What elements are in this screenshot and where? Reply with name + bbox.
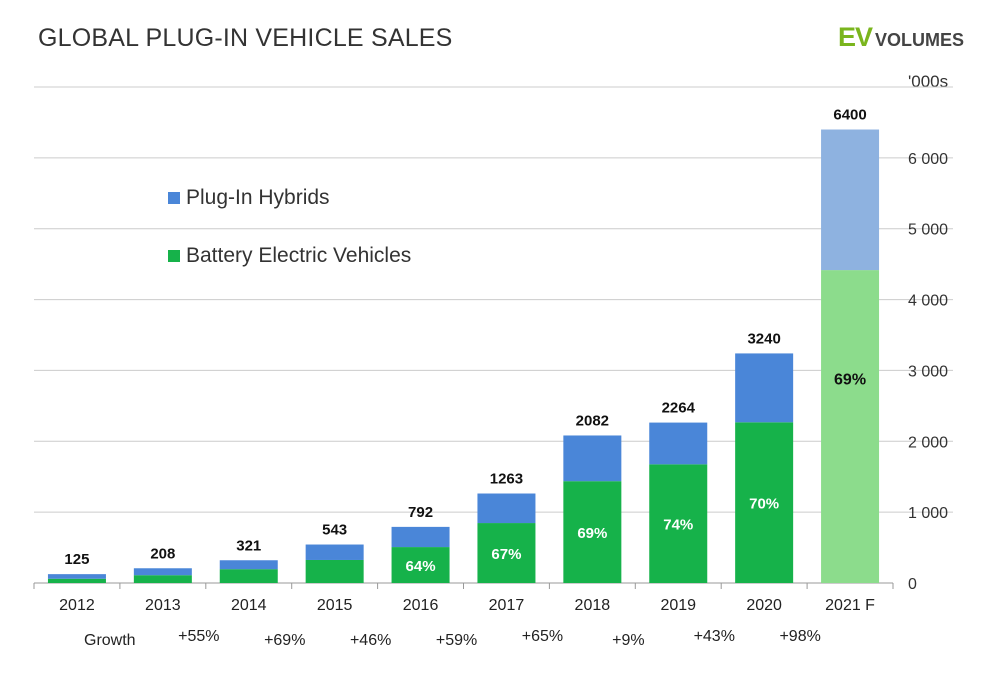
bar-total-label: 1263	[490, 471, 523, 488]
bar-phev	[305, 544, 364, 560]
bar-bev-share-label: 69%	[577, 525, 607, 542]
bar-bev-share-label: 69%	[834, 372, 866, 389]
ev-volumes-logo: EV VOLUMES	[838, 22, 964, 53]
legend-label-phev: Plug-In Hybrids	[186, 186, 330, 209]
y-tick-label: 2 000	[908, 434, 948, 451]
y-tick-label: 4 000	[908, 293, 948, 310]
bar-phev	[649, 422, 708, 465]
bar-bev	[133, 575, 192, 583]
growth-value: +55%	[178, 628, 220, 645]
bar-total-label: 321	[236, 537, 261, 554]
growth-value: +9%	[612, 632, 645, 649]
bar-bev	[563, 481, 622, 583]
legend-swatch-bev	[168, 250, 180, 262]
bar-total-label: 2082	[576, 412, 609, 429]
logo-volumes-text: VOLUMES	[875, 30, 965, 50]
bar-total-label: 6400	[833, 107, 866, 124]
x-tick-label: 2017	[489, 597, 525, 614]
bar-bev-share-label: 67%	[491, 546, 521, 563]
y-tick-label: 5 000	[908, 222, 948, 239]
bar-bev	[219, 569, 278, 583]
logo-ev-text: EV	[838, 22, 873, 52]
bar-phev	[477, 493, 536, 524]
growth-value: +65%	[521, 628, 564, 645]
bar-bev	[305, 559, 364, 583]
y-tick-label: 6 000	[908, 151, 948, 168]
bar-total-label: 3240	[747, 330, 780, 347]
x-tick-label: 2013	[145, 597, 181, 614]
bar-phev	[821, 129, 880, 271]
bar-phev	[133, 568, 192, 576]
x-tick-label: 2021 F	[825, 597, 875, 614]
bar-bev-share-label: 70%	[749, 496, 779, 513]
bar-bev	[47, 578, 106, 583]
x-tick-label: 2020	[746, 597, 782, 614]
bar-phev	[47, 574, 106, 579]
x-tick-label: 2015	[317, 597, 353, 614]
bar-bev	[391, 547, 450, 583]
x-tick-label: 2016	[403, 597, 439, 614]
chart-title: GLOBAL PLUG-IN VEHICLE SALES	[38, 24, 453, 52]
bar-phev	[735, 353, 794, 423]
legend-swatch-phev	[168, 192, 180, 204]
bar-bev	[477, 523, 536, 583]
bar-total-label: 2264	[662, 400, 696, 417]
growth-value: +98%	[779, 628, 821, 645]
growth-value: +59%	[435, 632, 478, 649]
growth-value: +46%	[349, 632, 392, 649]
x-tick-label: 2019	[660, 597, 696, 614]
growth-row-title: Growth	[84, 632, 136, 649]
legend-item-battery-electric: Battery Electric Vehicles	[168, 244, 411, 268]
bar-total-label: 208	[150, 545, 175, 562]
bar-total-label: 125	[64, 551, 89, 568]
legend-label-bev: Battery Electric Vehicles	[186, 244, 412, 267]
y-axis-unit-label: '000s	[908, 72, 949, 91]
y-tick-label: 1 000	[908, 505, 948, 522]
y-tick-label: 0	[908, 576, 917, 593]
bar-bev	[649, 464, 708, 583]
y-tick-label: 3 000	[908, 363, 948, 380]
bar-total-label: 543	[322, 522, 347, 539]
bar-bev-share-label: 74%	[663, 517, 693, 534]
bar-phev	[219, 560, 278, 570]
bar-phev	[391, 526, 450, 548]
bar-bev	[821, 270, 880, 583]
x-tick-label: 2012	[59, 597, 95, 614]
bar-phev	[563, 435, 622, 482]
growth-value: +69%	[264, 632, 306, 649]
growth-value: +43%	[693, 628, 735, 645]
bar-bev-share-label: 64%	[406, 558, 436, 575]
x-tick-label: 2014	[231, 597, 267, 614]
x-tick-label: 2018	[575, 597, 611, 614]
legend-item-plug-in-hybrids: Plug-In Hybrids	[168, 186, 330, 210]
bar-total-label: 792	[408, 504, 433, 521]
bar-bev	[735, 422, 794, 583]
